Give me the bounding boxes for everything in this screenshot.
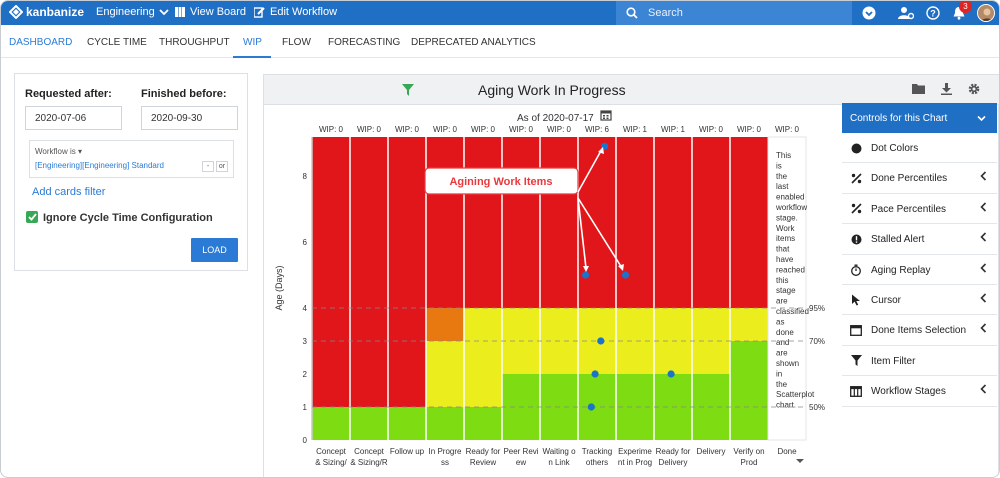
control-label: Done Percentiles bbox=[871, 173, 948, 185]
tab-cycle-time[interactable]: CYCLE TIME bbox=[87, 37, 147, 48]
tab-flow[interactable]: FLOW bbox=[282, 37, 311, 48]
chevron-down-icon bbox=[159, 9, 169, 16]
ignore-cycle-label: Ignore Cycle Time Configuration bbox=[43, 212, 213, 224]
svg-text:?: ? bbox=[930, 9, 936, 19]
chevron-left-icon bbox=[980, 293, 987, 306]
search-scope-toggle[interactable] bbox=[861, 5, 877, 21]
workspace-dropdown[interactable]: Engineering bbox=[96, 6, 169, 18]
chevron-down-icon: ▾ bbox=[77, 147, 82, 156]
view-board-label: View Board bbox=[190, 6, 247, 18]
tab-wip[interactable]: WIP bbox=[243, 37, 262, 48]
controls-header-label: Controls for this Chart bbox=[850, 113, 948, 124]
workflow-filter-chip[interactable]: Workflow is ▾ [Engineering][Engineering]… bbox=[29, 140, 234, 178]
control-cursor[interactable]: Cursor bbox=[842, 285, 997, 316]
circle-icon bbox=[850, 142, 862, 154]
tab-deprecated-analytics[interactable]: DEPRECATED ANALYTICS bbox=[411, 37, 536, 48]
edit-icon bbox=[254, 6, 265, 18]
user-settings-button[interactable] bbox=[898, 5, 914, 21]
chevron-left-icon bbox=[980, 262, 987, 276]
chart-controls-panel: Controls for this Chart Dot Colors Done P… bbox=[842, 103, 997, 407]
control-label: Aging Replay bbox=[871, 264, 931, 276]
control-label: Pace Percentiles bbox=[871, 203, 947, 215]
stopwatch-icon bbox=[850, 264, 862, 276]
control-pace-percentiles[interactable]: Pace Percentiles bbox=[842, 194, 997, 225]
chevron-left-icon bbox=[980, 384, 987, 397]
add-cards-filter-link[interactable]: Add cards filter bbox=[32, 186, 106, 198]
percent-icon bbox=[850, 203, 862, 215]
workspace-label: Engineering bbox=[96, 6, 155, 18]
workflow-filter-value: [Engineering][Engineering] Standard bbox=[35, 161, 164, 170]
chevron-circle-icon bbox=[862, 6, 876, 20]
brand-logo[interactable]: kanbanize bbox=[9, 5, 84, 19]
folder-icon[interactable] bbox=[912, 83, 925, 94]
control-label: Cursor bbox=[871, 294, 902, 306]
control-done-items-selection[interactable]: Done Items Selection bbox=[842, 315, 997, 346]
cursor-icon bbox=[850, 294, 862, 306]
chevron-left-icon bbox=[980, 232, 987, 245]
requested-after-label: Requested after: bbox=[25, 88, 112, 100]
kanbanize-logo-icon bbox=[9, 5, 23, 19]
control-item-filter[interactable]: Item Filter bbox=[842, 346, 997, 377]
search-input[interactable]: Search bbox=[648, 7, 683, 19]
board-icon bbox=[175, 7, 185, 17]
chart-title: Aging Work In Progress bbox=[478, 82, 626, 98]
controls-list: Dot Colors Done Percentiles Pace Percentil… bbox=[842, 133, 997, 407]
search-icon bbox=[626, 7, 638, 19]
alert-icon bbox=[850, 233, 862, 245]
search-box[interactable]: Search bbox=[616, 1, 852, 25]
percent-icon bbox=[850, 172, 862, 184]
chevron-left-icon bbox=[980, 202, 987, 215]
help-icon: ? bbox=[926, 6, 940, 20]
controls-header[interactable]: Controls for this Chart bbox=[842, 103, 997, 133]
columns-icon bbox=[850, 385, 862, 397]
control-label: Dot Colors bbox=[871, 143, 919, 154]
filter-panel: Requested after: 2020-07-06 Finished bef… bbox=[14, 73, 248, 271]
analytics-tabs: DASHBOARD CYCLE TIME THROUGHPUT WIP FLOW… bbox=[1, 25, 999, 58]
finished-before-field[interactable]: 2020-09-30 bbox=[141, 106, 238, 130]
control-label: Stalled Alert bbox=[871, 234, 925, 246]
control-workflow-stages[interactable]: Workflow Stages bbox=[842, 376, 997, 407]
requested-after-field[interactable]: 2020-07-06 bbox=[25, 106, 122, 130]
avatar[interactable] bbox=[977, 4, 995, 22]
user-photo-icon bbox=[978, 5, 994, 21]
load-button[interactable]: LOAD bbox=[191, 238, 238, 262]
tab-dashboard[interactable]: DASHBOARD bbox=[9, 37, 73, 48]
chevron-left-icon bbox=[980, 323, 987, 336]
top-bar: kanbanize Engineering View Board Edit Wo… bbox=[1, 1, 999, 25]
window-icon bbox=[850, 324, 862, 336]
control-done-percentiles[interactable]: Done Percentiles bbox=[842, 163, 997, 194]
tab-forecasting[interactable]: FORECASTING bbox=[328, 37, 401, 48]
download-icon[interactable] bbox=[941, 83, 952, 95]
ignore-cycle-checkbox[interactable] bbox=[26, 211, 38, 223]
view-board-link[interactable]: View Board bbox=[175, 6, 246, 18]
tab-throughput[interactable]: THROUGHPUT bbox=[159, 37, 230, 48]
or-filter-button[interactable]: or bbox=[216, 161, 228, 172]
checkmark-icon bbox=[27, 213, 37, 221]
control-aging-replay[interactable]: Aging Replay bbox=[842, 255, 997, 285]
active-tab-indicator bbox=[233, 56, 271, 58]
control-label: Item Filter bbox=[871, 355, 916, 367]
help-button[interactable]: ? bbox=[925, 5, 941, 21]
control-stalled-alert[interactable]: Stalled Alert bbox=[842, 224, 997, 255]
edit-workflow-label: Edit Workflow bbox=[270, 6, 338, 18]
control-label: Workflow Stages bbox=[871, 386, 946, 398]
brand-name: kanbanize bbox=[26, 5, 85, 19]
workflow-filter-label-text: Workflow is bbox=[35, 147, 76, 156]
control-dot-colors[interactable]: Dot Colors bbox=[842, 133, 997, 164]
remove-filter-button[interactable]: - bbox=[202, 161, 214, 172]
chart-header: Aging Work In Progress bbox=[264, 75, 999, 105]
user-gear-icon bbox=[898, 7, 914, 20]
filter-icon[interactable] bbox=[402, 84, 414, 96]
workflow-filter-label: Workflow is ▾ bbox=[35, 147, 82, 156]
chevron-down-icon bbox=[977, 115, 986, 122]
gear-icon[interactable] bbox=[968, 83, 980, 95]
control-label: Done Items Selection bbox=[871, 325, 967, 337]
chevron-left-icon bbox=[980, 171, 987, 184]
notification-count-badge: 3 bbox=[959, 1, 972, 13]
filter-icon bbox=[850, 355, 862, 367]
finished-before-label: Finished before: bbox=[141, 88, 227, 100]
edit-workflow-link[interactable]: Edit Workflow bbox=[254, 6, 337, 18]
